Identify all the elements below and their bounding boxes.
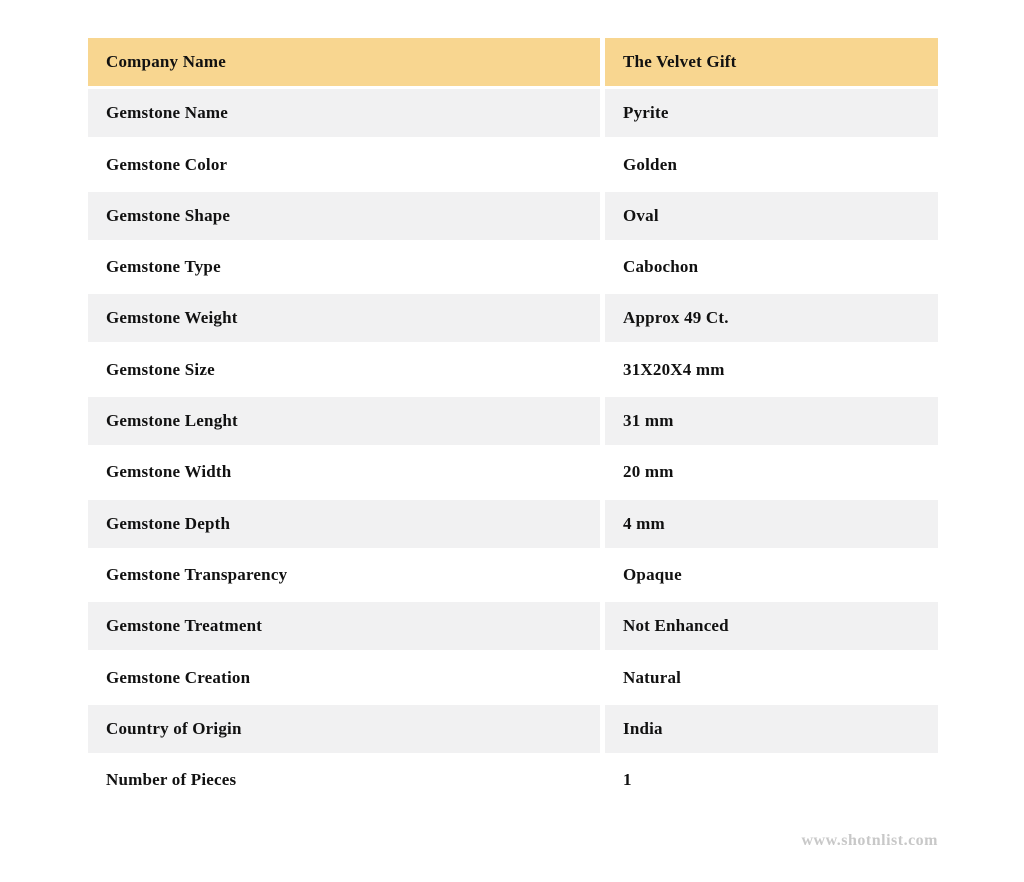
row-label: Gemstone Shape xyxy=(88,191,600,240)
row-label: Gemstone Depth xyxy=(88,499,600,548)
table-row-country-of-origin: Country of Origin India xyxy=(88,704,938,753)
table-row-gemstone-lenght: Gemstone Lenght 31 mm xyxy=(88,397,938,446)
table-row-company-name: Company Name The Velvet Gift xyxy=(88,38,938,86)
row-label: Gemstone Size xyxy=(88,345,600,394)
table-row-gemstone-size: Gemstone Size 31X20X4 mm xyxy=(88,345,938,394)
row-label: Gemstone Type xyxy=(88,243,600,292)
table-row-number-of-pieces: Number of Pieces 1 xyxy=(88,756,938,805)
row-label: Number of Pieces xyxy=(88,756,600,805)
row-value: Opaque xyxy=(605,550,938,599)
table-row-gemstone-color: Gemstone Color Golden xyxy=(88,140,938,189)
table-row-gemstone-creation: Gemstone Creation Natural xyxy=(88,653,938,702)
table-row-gemstone-width: Gemstone Width 20 mm xyxy=(88,448,938,497)
row-value: 1 xyxy=(605,756,938,805)
row-value: Golden xyxy=(605,140,938,189)
row-label: Gemstone Treatment xyxy=(88,602,600,651)
table-row-gemstone-type: Gemstone Type Cabochon xyxy=(88,243,938,292)
row-value: Approx 49 Ct. xyxy=(605,294,938,343)
row-value: The Velvet Gift xyxy=(605,38,938,86)
row-label: Gemstone Transparency xyxy=(88,550,600,599)
row-value: Not Enhanced xyxy=(605,602,938,651)
row-value: Oval xyxy=(605,191,938,240)
row-label: Company Name xyxy=(88,38,600,86)
row-label: Gemstone Weight xyxy=(88,294,600,343)
row-value: 4 mm xyxy=(605,499,938,548)
row-label: Gemstone Name xyxy=(88,89,600,138)
row-value: Pyrite xyxy=(605,89,938,138)
row-value: Cabochon xyxy=(605,243,938,292)
row-label: Gemstone Lenght xyxy=(88,397,600,446)
row-label: Gemstone Width xyxy=(88,448,600,497)
table-row-gemstone-treatment: Gemstone Treatment Not Enhanced xyxy=(88,602,938,651)
gemstone-spec-table: Company Name The Velvet Gift Gemstone Na… xyxy=(88,38,938,805)
table-row-gemstone-name: Gemstone Name Pyrite xyxy=(88,89,938,138)
row-value: 31 mm xyxy=(605,397,938,446)
row-label: Country of Origin xyxy=(88,704,600,753)
row-value: 20 mm xyxy=(605,448,938,497)
row-value: India xyxy=(605,704,938,753)
watermark: www.shotnlist.com xyxy=(801,832,938,849)
row-value: 31X20X4 mm xyxy=(605,345,938,394)
row-label: Gemstone Color xyxy=(88,140,600,189)
table-row-gemstone-weight: Gemstone Weight Approx 49 Ct. xyxy=(88,294,938,343)
row-value: Natural xyxy=(605,653,938,702)
row-label: Gemstone Creation xyxy=(88,653,600,702)
table-row-gemstone-transparency: Gemstone Transparency Opaque xyxy=(88,550,938,599)
table-row-gemstone-depth: Gemstone Depth 4 mm xyxy=(88,499,938,548)
table-row-gemstone-shape: Gemstone Shape Oval xyxy=(88,191,938,240)
